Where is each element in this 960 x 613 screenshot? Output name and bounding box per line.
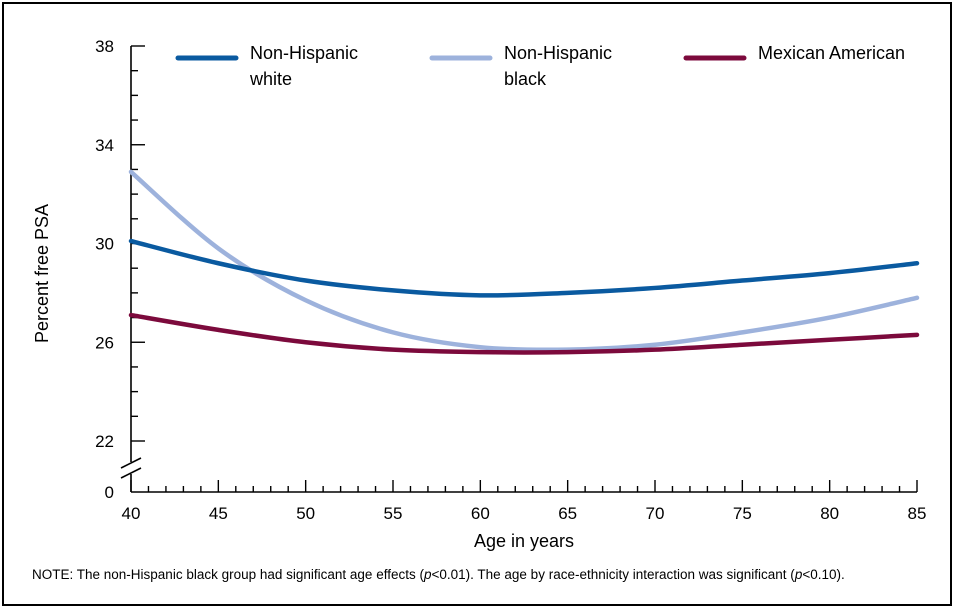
x-tick-label: 75 (733, 504, 752, 523)
y-axis-title: Percent free PSA (32, 204, 52, 343)
x-tick-label: 70 (646, 504, 665, 523)
legend-label: white (249, 69, 292, 89)
chart-series (128, 169, 920, 355)
note-p-symbol-2: p (794, 567, 803, 582)
y-tick-label: 38 (95, 37, 114, 56)
x-tick-label: 65 (558, 504, 577, 523)
series-line-non-hispanic-black (128, 169, 920, 353)
legend-label: Non-Hispanic (504, 43, 612, 63)
note-text-2: <0.01). The age by race-ethnicity intera… (431, 567, 795, 582)
series-line-mexican-american (128, 312, 920, 355)
legend-label: Mexican American (758, 43, 905, 63)
y-tick-label: 30 (95, 235, 114, 254)
x-axis-title: Age in years (474, 531, 574, 551)
note-p-symbol-1: p (423, 567, 432, 582)
figure-note: NOTE: The non-Hispanic black group had s… (32, 566, 922, 583)
figure-frame (2, 2, 952, 606)
y-tick-label: 22 (95, 432, 114, 451)
y-tick-label: 34 (95, 136, 114, 155)
x-tick-label: 55 (384, 504, 403, 523)
series-line-non-hispanic-white (128, 238, 920, 298)
note-text-1: NOTE: The non-Hispanic black group had s… (32, 567, 424, 582)
x-tick-label: 60 (471, 504, 490, 523)
legend-label: black (504, 69, 547, 89)
x-tick-label: 85 (908, 504, 927, 523)
x-tick-label: 50 (296, 504, 315, 523)
chart-legend: Non-Hispanic white Non-Hispanic black Mexica… (175, 43, 905, 89)
x-tick-label: 80 (820, 504, 839, 523)
x-tick-label: 40 (122, 504, 141, 523)
x-tick-label: 45 (209, 504, 228, 523)
y-tick-label: 26 (95, 333, 114, 352)
note-text-3: <0.10). (802, 567, 845, 582)
y-tick-label-zero: 0 (105, 483, 114, 502)
y-axis-break-mark (120, 467, 142, 479)
y-axis-break-mark (120, 457, 142, 469)
legend-label: Non-Hispanic (250, 43, 358, 63)
chart-axes: 22 26 30 34 38 0 40 45 50 55 60 65 70 75 80 85 Age in ye… (32, 37, 926, 551)
